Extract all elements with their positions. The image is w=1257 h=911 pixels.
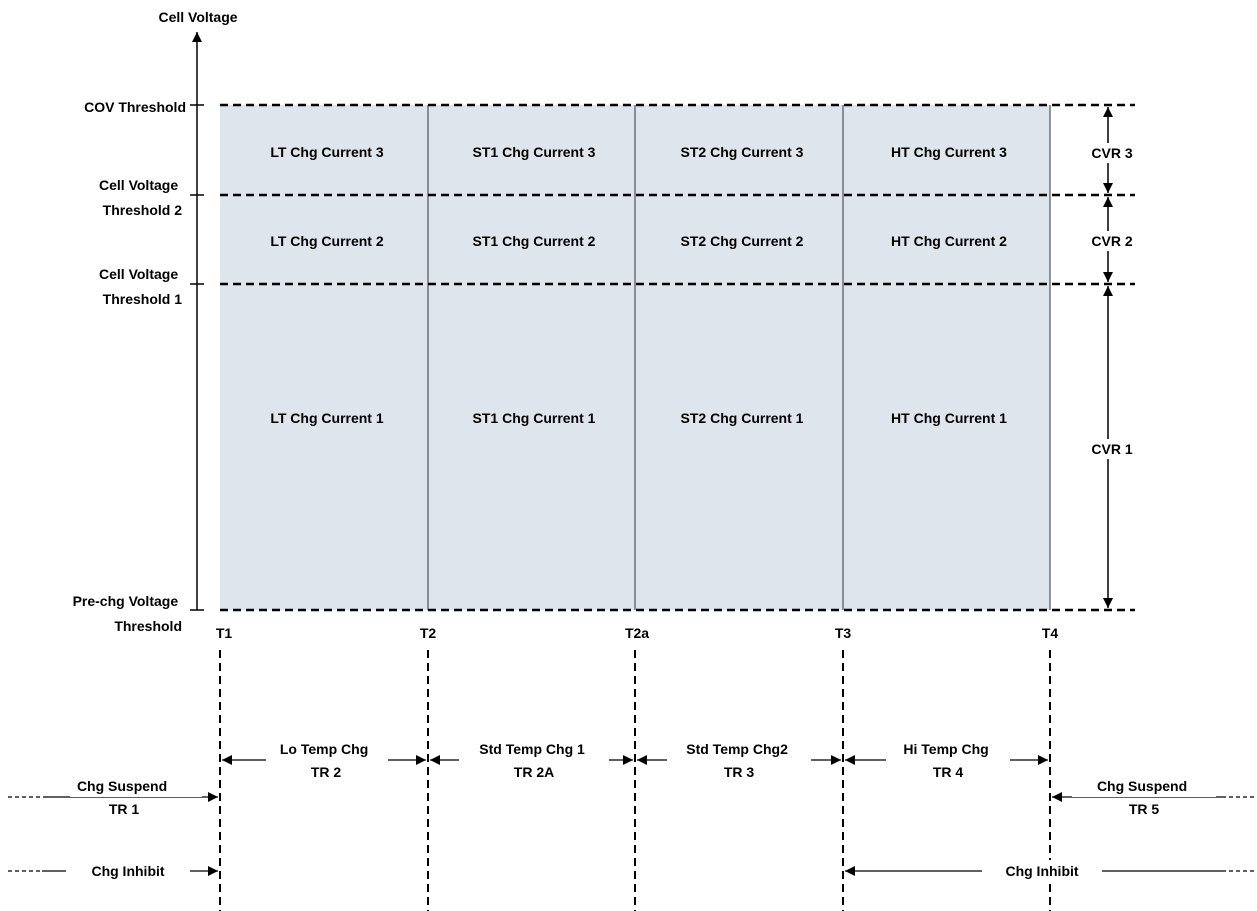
inhibit-label-backdrops (66, 860, 1102, 882)
cvr-3-label: CVR 3 (1091, 145, 1132, 161)
cvr-label-backdrops (1082, 143, 1138, 459)
grid-row-2: LT Chg Current 2 ST1 Chg Current 2 ST2 C… (270, 233, 1007, 249)
grid-cell: LT Chg Current 1 (270, 410, 384, 426)
level-label-cov: COV Threshold (84, 99, 186, 115)
temperature-labels: T1 T2 T2a T3 T4 (216, 625, 1059, 641)
range-label-tr4: Hi Temp Chg TR 4 (903, 741, 992, 780)
threshold-lines (220, 103, 1135, 612)
suspend-label-backdrops (70, 775, 1216, 797)
grid-cell: HT Chg Current 2 (891, 233, 1007, 249)
grid-cell: HT Chg Current 1 (891, 410, 1007, 426)
grid-cell: ST1 Chg Current 1 (473, 410, 596, 426)
inhibit-left-label: Chg Inhibit (91, 863, 164, 879)
grid-cell: HT Chg Current 3 (891, 144, 1007, 160)
temp-label-t1: T1 (216, 625, 233, 641)
range-label-backdrops (266, 739, 1010, 761)
y-axis-label: Cell Voltage (158, 9, 237, 25)
temp-label-t4: T4 (1042, 625, 1059, 641)
temp-label-t2: T2 (420, 625, 437, 641)
grid-row-3: LT Chg Current 3 ST1 Chg Current 3 ST2 C… (270, 144, 1007, 160)
column-dividers (427, 105, 1051, 610)
suspend-right-label: Chg Suspend TR 5 (1097, 778, 1191, 817)
grid-cell: LT Chg Current 3 (270, 144, 384, 160)
range-label-tr2: Lo Temp Chg TR 2 (280, 741, 372, 780)
range-label-tr2a: Std Temp Chg 1 TR 2A (479, 741, 588, 780)
suspend-left-label: Chg Suspend TR 1 (77, 778, 171, 817)
grid-cell: ST2 Chg Current 1 (681, 410, 804, 426)
grid-cell: ST2 Chg Current 3 (681, 144, 804, 160)
grid-cell: ST1 Chg Current 2 (473, 233, 596, 249)
grid-cell: LT Chg Current 2 (270, 233, 384, 249)
level-label-threshold-2: Cell Voltage Threshold 2 (99, 177, 182, 218)
y-axis-ticks (190, 104, 204, 611)
temp-label-t2a: T2a (625, 625, 649, 641)
inhibit-right-label: Chg Inhibit (1005, 863, 1078, 879)
range-label-tr3: Std Temp Chg2 TR 3 (686, 741, 792, 780)
cvr-1-label: CVR 1 (1091, 441, 1132, 457)
grid-cell: ST2 Chg Current 2 (681, 233, 804, 249)
grid-row-1: LT Chg Current 1 ST1 Chg Current 1 ST2 C… (270, 410, 1007, 426)
temp-label-t3: T3 (835, 625, 852, 641)
grid-cell: ST1 Chg Current 3 (473, 144, 596, 160)
cvr-2-label: CVR 2 (1091, 233, 1132, 249)
temperature-lines (219, 650, 1051, 911)
level-label-pre-chg: Pre-chg Voltage Threshold (73, 593, 182, 634)
level-label-threshold-1: Cell Voltage Threshold 1 (99, 266, 182, 307)
